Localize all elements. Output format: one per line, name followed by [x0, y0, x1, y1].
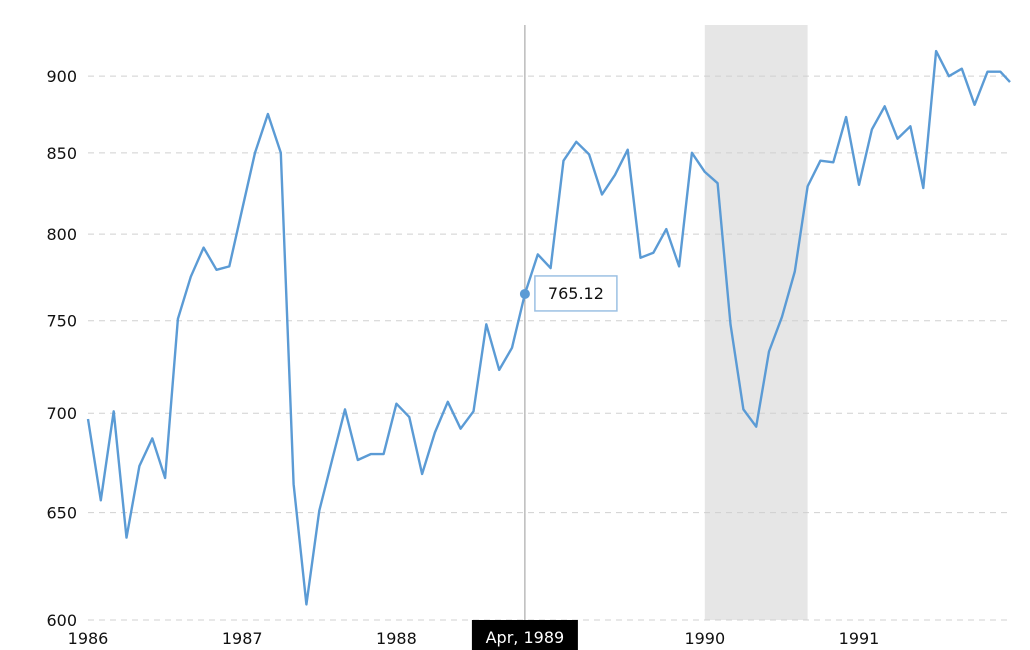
gridlines — [88, 75, 1008, 621]
y-axis: 600 650 700 750 800 850 900 — [46, 67, 77, 630]
crosshair-label: Apr, 1989 — [471, 620, 578, 650]
x-tick-label: 1990 — [684, 629, 725, 648]
x-tick-label: 1988 — [376, 629, 417, 648]
y-tick-label: 600 — [46, 611, 77, 630]
tooltip: 765.12 — [534, 275, 618, 312]
y-tick-label: 750 — [46, 312, 77, 331]
tooltip-box — [534, 275, 618, 312]
x-tick-label: 1991 — [839, 629, 880, 648]
x-tick-label: 1987 — [222, 629, 263, 648]
crosshair-label-text: Apr, 1989 — [486, 628, 565, 647]
y-tick-label: 700 — [46, 404, 77, 423]
tooltip-value: 765.12 — [548, 284, 604, 303]
shaded-region — [704, 25, 808, 620]
y-tick-label: 650 — [46, 504, 77, 523]
crosshair-label-box — [471, 620, 578, 650]
y-tick-label: 850 — [46, 144, 77, 163]
hover-point[interactable] — [519, 288, 530, 299]
x-tick-label: 1986 — [68, 629, 109, 648]
y-tick-label: 900 — [46, 67, 77, 86]
y-tick-label: 800 — [46, 225, 77, 244]
series-line — [86, 49, 1011, 606]
